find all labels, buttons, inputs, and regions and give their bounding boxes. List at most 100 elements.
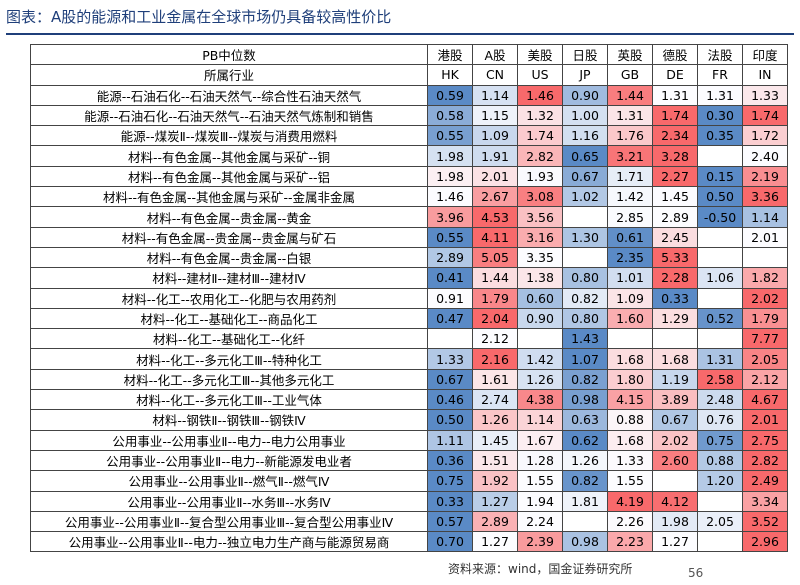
header-cell: HK	[427, 64, 473, 86]
industry-cell: 材料--钢铁Ⅱ--钢铁Ⅲ--钢铁Ⅳ	[30, 409, 428, 431]
value-cell: 1.60	[607, 307, 653, 330]
value-cell	[427, 328, 473, 350]
header-cell: GB	[607, 64, 653, 86]
data-row: 公用事业--公用事业Ⅱ--复合型公用事业Ⅲ--复合型公用事业Ⅳ 0.57 2.89 2…	[30, 510, 788, 533]
value-cell: 3.52	[742, 510, 788, 533]
value-cell: 1.02	[562, 186, 608, 208]
value-cell: 0.46	[427, 389, 473, 411]
value-cell: 1.33	[607, 449, 653, 472]
value-cell: 0.80	[562, 307, 608, 330]
industry-cell: 材料--有色金属--贵金属--贵金属与矿石	[30, 226, 428, 248]
value-cell: 2.89	[427, 246, 473, 269]
value-cell: 1.28	[517, 449, 563, 472]
value-cell: 0.36	[427, 449, 473, 472]
value-cell	[607, 328, 653, 350]
value-cell	[697, 246, 743, 269]
value-cell: 1.98	[427, 145, 473, 167]
value-cell: 0.55	[427, 226, 473, 248]
value-cell	[652, 328, 698, 350]
value-cell: 3.21	[607, 145, 653, 167]
value-cell: 1.15	[472, 104, 518, 127]
value-cell: 0.98	[562, 531, 608, 553]
value-cell: 2.49	[742, 470, 788, 492]
value-cell: 1.31	[607, 104, 653, 127]
industry-cell: 材料--化工--基础化工--商品化工	[30, 307, 428, 330]
value-cell: 0.47	[427, 307, 473, 330]
value-cell	[742, 246, 788, 269]
value-cell: 1.55	[517, 470, 563, 492]
value-cell: 2.96	[742, 531, 788, 553]
industry-cell: 材料--有色金属--其他金属与采矿--铝	[30, 165, 428, 188]
value-cell	[562, 246, 608, 269]
value-cell	[652, 470, 698, 492]
data-row: 材料--有色金属--其他金属与采矿--铜 1.98 1.91 2.82 0.65 3.21…	[30, 145, 788, 167]
value-cell: 2.02	[742, 287, 788, 309]
value-cell: 1.44	[472, 267, 518, 289]
value-cell: 0.41	[427, 267, 473, 289]
value-cell: 7.77	[742, 328, 788, 350]
value-cell: 0.33	[652, 287, 698, 309]
value-cell: 2.28	[652, 267, 698, 289]
data-row: 能源--石油石化--石油天然气--石油天然气炼制和销售 0.58 1.15 1.32 1…	[30, 104, 788, 127]
value-cell: 0.30	[697, 104, 743, 127]
industry-cell: 材料--有色金属--贵金属--白银	[30, 246, 428, 269]
value-cell: 1.26	[517, 368, 563, 391]
value-cell: 4.19	[607, 490, 653, 512]
data-row: 材料--化工--多元化工Ⅲ--工业气体 0.46 2.74 4.38 0.98 4.15 3…	[30, 389, 788, 411]
data-row: 材料--有色金属--其他金属与采矿--金属非金属 1.46 2.67 3.08 1.02…	[30, 186, 788, 208]
value-cell: 0.62	[562, 429, 608, 451]
data-row: 公用事业--公用事业Ⅱ--水务Ⅲ--水务Ⅳ 0.33 1.27 1.94 1.81 4.1…	[30, 490, 788, 512]
industry-cell: 材料--化工--多元化工Ⅲ--其他多元化工	[30, 368, 428, 391]
value-cell: 0.88	[697, 449, 743, 472]
value-cell: 0.50	[697, 186, 743, 208]
value-cell: 1.94	[517, 490, 563, 512]
header-cell: 印度	[742, 43, 788, 66]
header-cell: 港股	[427, 43, 473, 66]
value-cell: 3.16	[517, 226, 563, 248]
value-cell: 2.82	[742, 449, 788, 472]
value-cell: 1.27	[652, 531, 698, 553]
value-cell: 1.91	[472, 145, 518, 167]
value-cell: 2.74	[472, 389, 518, 411]
value-cell: 0.67	[427, 368, 473, 391]
value-cell: 1.72	[742, 125, 788, 147]
value-cell	[562, 206, 608, 228]
value-cell: 3.34	[742, 490, 788, 512]
value-cell: 1.32	[517, 104, 563, 127]
data-row: 材料--化工--基础化工--化纤 2.12 1.43 7.77	[30, 328, 788, 350]
value-cell: 1.44	[607, 84, 653, 106]
value-cell: 2.60	[652, 449, 698, 472]
value-cell: 1.93	[517, 165, 563, 188]
industry-cell: 公用事业--公用事业Ⅱ--燃气Ⅱ--燃气Ⅳ	[30, 470, 428, 492]
value-cell: 4.11	[472, 226, 518, 248]
value-cell: 3.35	[517, 246, 563, 269]
value-cell: 2.12	[742, 368, 788, 391]
industry-cell: 材料--化工--多元化工Ⅲ--特种化工	[30, 348, 428, 370]
value-cell: 1.61	[472, 368, 518, 391]
value-cell: 2.23	[607, 531, 653, 553]
pb-table: PB中位数 港股 A股 美股 日股 英股 德股 法股 印度 所属行业 HK CN US JP GB DE FR I…	[30, 43, 788, 553]
value-cell: 1.31	[652, 84, 698, 106]
data-row: 材料--化工--多元化工Ⅲ--特种化工 1.33 2.16 1.42 1.07 1.68 1…	[30, 348, 788, 370]
value-cell: 0.57	[427, 510, 473, 533]
value-cell: 0.76	[697, 409, 743, 431]
value-cell: 4.12	[652, 490, 698, 512]
data-row: 公用事业--公用事业Ⅱ--电力--独立电力生产商与能源贸易商 0.70 1.27 2.…	[30, 531, 788, 553]
industry-cell: 材料--化工--农用化工--化肥与农用药剂	[30, 287, 428, 309]
value-cell: 1.55	[607, 470, 653, 492]
data-row: 公用事业--公用事业Ⅱ--燃气Ⅱ--燃气Ⅳ 0.75 1.92 1.55 0.82 1.5…	[30, 470, 788, 492]
value-cell: 0.82	[562, 287, 608, 309]
value-cell: 2.01	[472, 165, 518, 188]
value-cell: 2.48	[697, 389, 743, 411]
value-cell	[697, 145, 743, 167]
value-cell: 0.55	[427, 125, 473, 147]
value-cell: 1.68	[652, 348, 698, 370]
value-cell: 3.28	[652, 145, 698, 167]
industry-cell: 公用事业--公用事业Ⅱ--电力--独立电力生产商与能源贸易商	[30, 531, 428, 553]
industry-cell: 能源--石油石化--石油天然气--石油天然气炼制和销售	[30, 104, 428, 127]
header-cell: 英股	[607, 43, 653, 66]
industry-cell: 材料--有色金属--贵金属--黄金	[30, 206, 428, 228]
industry-cell: 公用事业--公用事业Ⅱ--复合型公用事业Ⅲ--复合型公用事业Ⅳ	[30, 510, 428, 533]
value-cell	[697, 328, 743, 350]
